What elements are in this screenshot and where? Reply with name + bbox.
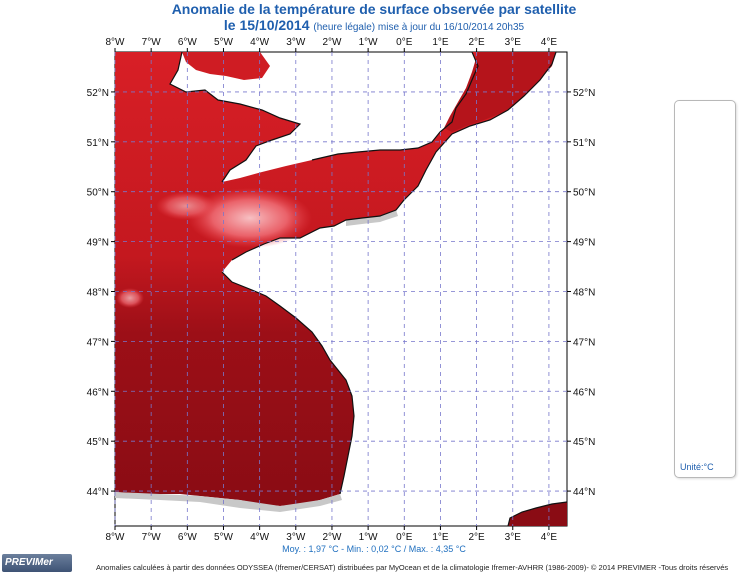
map-axes: 8°W 8°W 7°W 7°W 6°W 6°W 5°W 5°W 4°W 4°W 3°W 3°W 2°W 2… bbox=[87, 37, 596, 543]
footer-credits: Anomalies calculées à partir des données… bbox=[96, 563, 729, 572]
stats-line: Moy. : 1,97 °C - Min. : 0,02 °C / Max. :… bbox=[282, 544, 466, 554]
coastlines bbox=[169, 52, 567, 526]
lon-label-top: 4°E bbox=[541, 37, 558, 48]
lon-label-bottom: 5°W bbox=[214, 532, 234, 543]
lat-label-right: 49°N bbox=[573, 238, 595, 249]
lon-label-bottom: 3°E bbox=[505, 532, 522, 543]
lat-label-left: 45°N bbox=[87, 437, 109, 448]
lat-label-left: 44°N bbox=[87, 487, 109, 498]
lat-label-right: 52°N bbox=[573, 88, 595, 99]
lon-label-top: 7°W bbox=[142, 37, 162, 48]
lon-label-bottom: 1°W bbox=[359, 532, 379, 543]
lon-label-bottom: 8°W bbox=[106, 532, 126, 543]
lon-label-bottom: 1°E bbox=[432, 532, 449, 543]
lat-label-right: 48°N bbox=[573, 287, 595, 298]
lat-label-left: 50°N bbox=[87, 188, 109, 199]
lon-label-top: 4°W bbox=[250, 37, 270, 48]
lon-label-top: 5°W bbox=[214, 37, 234, 48]
lon-label-bottom: 4°E bbox=[541, 532, 558, 543]
lon-label-bottom: 3°W bbox=[286, 532, 306, 543]
lon-label-top: 6°W bbox=[178, 37, 198, 48]
lat-label-right: 51°N bbox=[573, 138, 595, 149]
previmer-logo: PREVIMer bbox=[2, 554, 72, 572]
map-update-note: (heure légale) mise à jour du 16/10/2014… bbox=[313, 22, 525, 33]
sea-atlantic bbox=[115, 52, 556, 506]
graticule bbox=[114, 52, 567, 526]
lon-label-bottom: 2°W bbox=[322, 532, 342, 543]
sea-bristol-channel bbox=[182, 52, 270, 80]
lat-label-right: 44°N bbox=[573, 487, 595, 498]
lon-label-bottom: 7°W bbox=[142, 532, 162, 543]
lat-label-left: 47°N bbox=[87, 337, 109, 348]
lat-label-left: 49°N bbox=[87, 238, 109, 249]
lat-label-right: 45°N bbox=[573, 437, 595, 448]
lon-label-bottom: 4°W bbox=[250, 532, 270, 543]
lon-label-top: 1°E bbox=[432, 37, 449, 48]
lat-label-left: 48°N bbox=[87, 287, 109, 298]
map-title: Anomalie de la température de surface ob… bbox=[171, 1, 577, 17]
lon-label-top: 3°E bbox=[505, 37, 522, 48]
map-subtitle: le 15/10/2014 (heure légale) mise à jour… bbox=[0, 17, 748, 33]
legend-frame bbox=[674, 100, 736, 478]
lon-label-bottom: 0°E bbox=[396, 532, 413, 543]
lat-label-left: 52°N bbox=[87, 88, 109, 99]
lon-label-bottom: 6°W bbox=[178, 532, 198, 543]
lon-label-top: 0°E bbox=[396, 37, 413, 48]
lat-label-right: 47°N bbox=[573, 337, 595, 348]
lat-label-right: 46°N bbox=[573, 387, 595, 398]
lon-label-bottom: 2°E bbox=[468, 532, 485, 543]
sea-mediterranean bbox=[508, 502, 567, 526]
lon-label-top: 8°W bbox=[106, 37, 126, 48]
lon-label-top: 2°E bbox=[468, 37, 485, 48]
map-date: le 15/10/2014 bbox=[223, 17, 310, 33]
lon-label-top: 1°W bbox=[359, 37, 379, 48]
lat-label-left: 46°N bbox=[87, 387, 109, 398]
lon-label-top: 2°W bbox=[322, 37, 342, 48]
lon-label-top: 3°W bbox=[286, 37, 306, 48]
lat-label-left: 51°N bbox=[87, 138, 109, 149]
lat-label-right: 50°N bbox=[573, 188, 595, 199]
legend-unit: Unité:°C bbox=[680, 462, 714, 472]
